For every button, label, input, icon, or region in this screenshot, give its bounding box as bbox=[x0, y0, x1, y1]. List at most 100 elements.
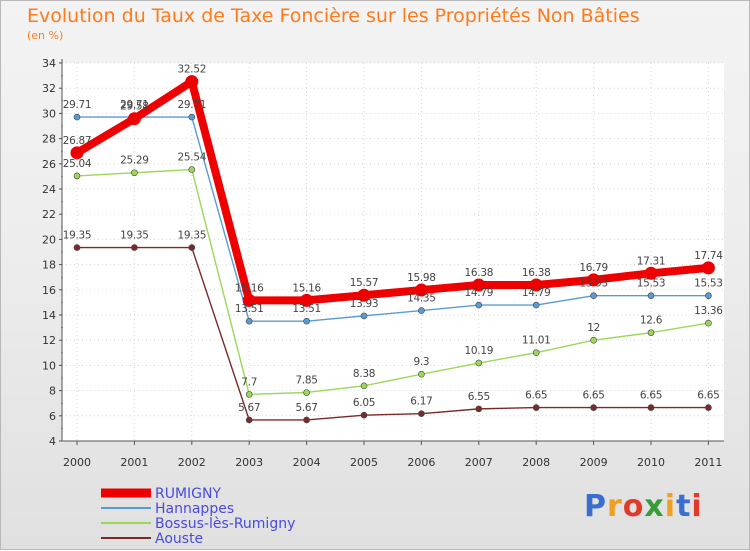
data-label: 6.55 bbox=[468, 391, 490, 403]
data-label: 6.65 bbox=[640, 390, 662, 402]
data-label: 16.79 bbox=[579, 262, 608, 274]
logo-letter: t bbox=[676, 489, 692, 524]
logo-letter: i bbox=[691, 489, 703, 524]
data-label: 15.16 bbox=[235, 282, 264, 294]
y-axis-unit: (en %) bbox=[27, 29, 64, 42]
data-point bbox=[418, 307, 425, 314]
data-point bbox=[705, 404, 712, 411]
data-label: 7.7 bbox=[241, 376, 257, 388]
data-label: 6.65 bbox=[583, 390, 605, 402]
series-line-aouste bbox=[76, 246, 710, 421]
data-point bbox=[73, 172, 81, 180]
y-tick-label: 8 bbox=[49, 385, 56, 398]
data-point bbox=[647, 292, 655, 300]
data-point bbox=[472, 278, 486, 292]
data-point bbox=[357, 288, 371, 302]
data-label: 19.35 bbox=[120, 230, 149, 242]
data-point bbox=[127, 112, 141, 126]
data-label: 10.19 bbox=[465, 345, 494, 357]
data-label: 15.98 bbox=[407, 272, 436, 284]
data-point bbox=[188, 113, 196, 121]
proxiti-logo: Proxiti bbox=[584, 489, 703, 524]
data-point bbox=[188, 244, 196, 251]
data-label: 16.38 bbox=[465, 267, 494, 279]
y-tick-label: 32 bbox=[42, 82, 56, 95]
data-point bbox=[418, 370, 425, 378]
logo-letter: i bbox=[664, 489, 677, 524]
x-tick-label: 2006 bbox=[407, 456, 435, 469]
data-point bbox=[360, 411, 368, 419]
plot-area bbox=[62, 63, 724, 441]
data-point bbox=[532, 349, 540, 356]
data-label: 12.6 bbox=[640, 315, 663, 327]
y-tick-label: 22 bbox=[42, 208, 56, 221]
data-label: 29.71 bbox=[178, 99, 207, 111]
data-label: 12 bbox=[587, 322, 600, 334]
data-label: 17.74 bbox=[694, 250, 723, 262]
x-tick-label: 2004 bbox=[293, 456, 321, 469]
y-tick-label: 6 bbox=[49, 410, 56, 423]
data-point bbox=[73, 244, 81, 251]
data-point bbox=[303, 389, 310, 396]
data-point bbox=[73, 113, 81, 121]
data-point bbox=[705, 292, 712, 300]
data-label: 19.35 bbox=[63, 230, 92, 242]
data-point bbox=[360, 382, 368, 390]
y-tick-label: 24 bbox=[42, 183, 56, 196]
series-line-rumigny bbox=[73, 77, 713, 305]
data-label: 9.3 bbox=[413, 356, 429, 368]
x-tick-label: 2001 bbox=[120, 456, 148, 469]
data-label: 17.31 bbox=[637, 255, 666, 267]
data-label: 13.51 bbox=[292, 303, 321, 315]
data-point bbox=[70, 146, 84, 160]
data-label: 15.57 bbox=[350, 277, 379, 289]
data-point bbox=[131, 169, 138, 177]
data-point bbox=[705, 319, 712, 327]
legend-label: Aouste bbox=[155, 531, 203, 547]
data-label: 14.35 bbox=[407, 293, 436, 305]
logo-letter: o bbox=[622, 489, 645, 524]
data-label: 16.38 bbox=[522, 267, 551, 279]
x-tick-label: 2010 bbox=[637, 456, 665, 469]
data-point bbox=[701, 261, 715, 275]
logo-letter: r bbox=[607, 489, 623, 524]
data-label: 15.53 bbox=[694, 278, 723, 290]
logo-letter: P bbox=[584, 489, 607, 524]
data-label: 14.79 bbox=[465, 287, 494, 299]
data-label: 29.71 bbox=[63, 99, 92, 111]
y-tick-label: 20 bbox=[42, 233, 56, 246]
x-tick-label: 2009 bbox=[580, 456, 608, 469]
data-label: 15.53 bbox=[579, 278, 608, 290]
data-label: 32.52 bbox=[178, 64, 207, 76]
data-point bbox=[360, 312, 368, 320]
data-point bbox=[647, 329, 655, 336]
data-label: 5.67 bbox=[238, 402, 260, 414]
data-point bbox=[188, 166, 196, 173]
data-label: 25.04 bbox=[63, 158, 92, 170]
data-point bbox=[590, 404, 597, 411]
data-point bbox=[185, 75, 199, 89]
y-tick-label: 26 bbox=[42, 158, 56, 171]
data-point bbox=[245, 391, 253, 398]
legend-label: RUMIGNY bbox=[155, 486, 222, 502]
x-tick-label: 2011 bbox=[694, 456, 722, 469]
data-label: 13.36 bbox=[694, 305, 723, 317]
y-tick-label: 16 bbox=[42, 284, 56, 297]
data-label: 6.65 bbox=[697, 390, 719, 402]
y-tick-label: 18 bbox=[42, 259, 56, 272]
data-label: 25.29 bbox=[120, 155, 149, 167]
data-point bbox=[644, 266, 658, 280]
data-point bbox=[300, 293, 314, 307]
data-label: 5.67 bbox=[296, 402, 318, 414]
x-tick-label: 2002 bbox=[178, 456, 206, 469]
data-point bbox=[303, 317, 310, 325]
y-tick-label: 28 bbox=[42, 133, 56, 146]
series-line-hannappes bbox=[76, 116, 710, 322]
data-point bbox=[532, 404, 540, 411]
x-tick-label: 2008 bbox=[522, 456, 550, 469]
data-point bbox=[475, 301, 483, 309]
x-tick-label: 2003 bbox=[235, 456, 263, 469]
legend-label: Hannappes bbox=[155, 501, 234, 517]
data-point bbox=[587, 273, 601, 287]
data-label: 6.05 bbox=[353, 397, 375, 409]
